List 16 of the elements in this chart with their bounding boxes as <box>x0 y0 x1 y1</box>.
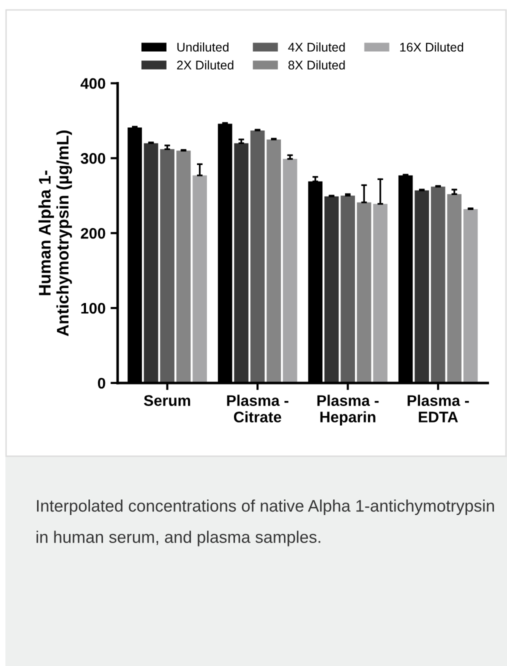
y-axis-title: Human Alpha 1- Antichymotrypsin (µg/mL) <box>38 130 72 336</box>
legend-label: 2X Diluted <box>177 60 234 70</box>
legend-label: 4X Diluted <box>288 42 345 52</box>
x-tick-label: Plasma - EDTA <box>408 394 469 422</box>
x-tick-label: Serum <box>144 395 190 406</box>
x-tick-label: Plasma - Heparin <box>317 394 379 426</box>
y-tick-label: 200 <box>80 228 106 239</box>
y-tick-label: 0 <box>98 378 106 389</box>
y-tick-label: 300 <box>80 153 106 164</box>
y-tick-label: 400 <box>80 78 106 89</box>
legend-label: 16X Diluted <box>400 42 464 52</box>
text: Interpolated concentrations of native Alpha 1-antichymotrypsin in human serum, and plasma samples. <box>36 500 494 546</box>
y-tick-label: 100 <box>81 302 106 314</box>
x-tick-label: Plasma - Citrate <box>227 394 288 422</box>
legend-label: 8X Diluted <box>288 60 345 70</box>
legend-label: Undiluted <box>177 42 228 52</box>
